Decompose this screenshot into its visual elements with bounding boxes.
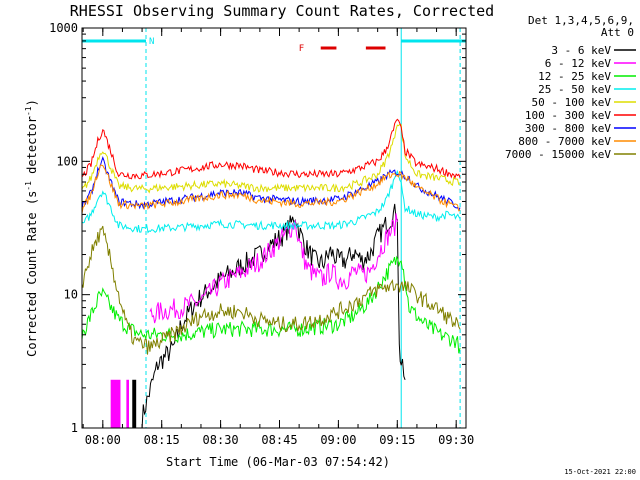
legend-entry-0: 3 - 6 keV (551, 44, 611, 57)
y-tick-label-0: 1 (71, 421, 78, 435)
x-tick-label-3: 08:45 (261, 433, 297, 447)
night-label: N (149, 37, 154, 47)
series-line-0 (141, 203, 406, 429)
burst-block-1 (126, 379, 129, 428)
legend-entry-3: 25 - 50 keV (538, 83, 611, 96)
legend-entry-8: 7000 - 15000 keV (505, 148, 611, 161)
burst-block-2 (132, 379, 137, 428)
flare-label: F (299, 44, 304, 54)
y-tick-label-3: 1000 (49, 21, 78, 35)
series-layer (81, 118, 461, 429)
series-line-6 (81, 155, 461, 212)
x-tick-label-1: 08:15 (144, 433, 180, 447)
legend-header-0: Det 1,3,4,5,6,9, (528, 14, 634, 27)
series-line-2 (81, 255, 461, 354)
y-tick-label-1: 10 (64, 288, 78, 302)
y-label-sup2: -1 (24, 106, 33, 116)
x-tick-label-0: 08:00 (85, 433, 121, 447)
x-tick-label-2: 08:30 (203, 433, 239, 447)
y-axis-label: Corrected Count Rate (s-1 detector-1) (24, 99, 39, 357)
y-label-end: ) (25, 99, 39, 106)
series-line-8 (81, 225, 461, 355)
series-line-3 (81, 169, 461, 234)
y-label-main: Corrected Count Rate (s (25, 191, 39, 357)
series-line-1 (149, 213, 398, 324)
legend-entry-4: 50 - 100 keV (532, 96, 612, 109)
x-tick-label-5: 09:15 (379, 433, 415, 447)
x-tick-label-6: 09:30 (438, 433, 474, 447)
series-line-4 (81, 123, 461, 194)
generated-timestamp: 15-Oct-2021 22:00 (564, 468, 636, 476)
plot-frame (81, 27, 467, 429)
series-line-7 (81, 164, 461, 214)
y-label-sup1: -1 (24, 181, 33, 191)
legend-entry-7: 800 - 7000 keV (518, 135, 611, 148)
y-label-mid: detector (25, 116, 39, 181)
legend-entry-1: 6 - 12 keV (545, 57, 612, 70)
legend-header-1: Att 0 (601, 26, 634, 39)
x-axis-label: Start Time (06-Mar-03 07:54:42) (166, 455, 390, 469)
x-tick-label-4: 09:00 (320, 433, 356, 447)
annotation-layer: NF (82, 28, 466, 428)
legend-entry-6: 300 - 800 keV (525, 122, 611, 135)
series-line-5 (81, 118, 461, 180)
axis-layer: 1 10 100 1000 08:00 08:15 08:30 08:45 09:00 09:15… (49, 21, 474, 447)
legend-entry-5: 100 - 300 keV (525, 109, 611, 122)
burst-block-0 (110, 379, 121, 428)
y-tick-label-2: 100 (56, 154, 78, 168)
legend-entry-2: 12 - 25 keV (538, 70, 611, 83)
chart-title: RHESSI Observing Summary Count Rates, Co… (70, 2, 494, 20)
